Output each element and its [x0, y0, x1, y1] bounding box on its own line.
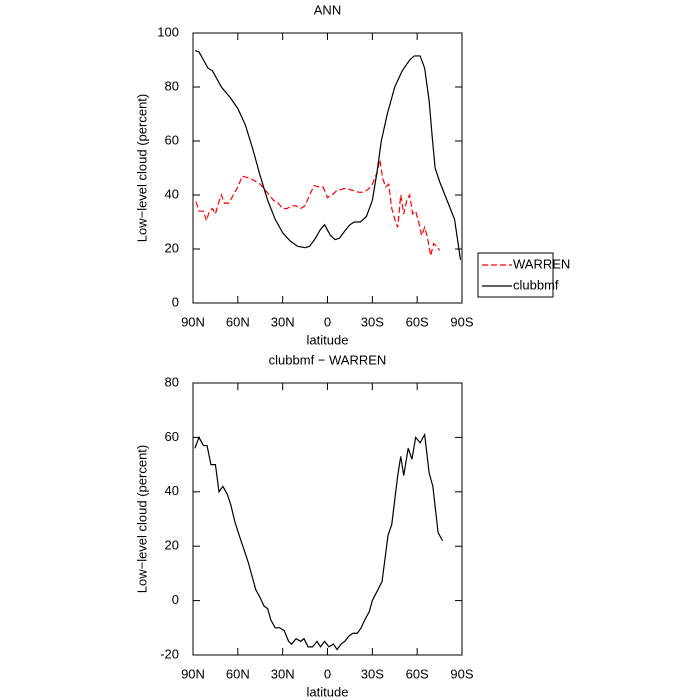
- y-tick-label: 60: [165, 132, 179, 147]
- x-tick-label: 30S: [361, 314, 384, 329]
- data-line: [195, 159, 441, 256]
- plot-frame: [192, 382, 463, 656]
- y-tick-label: 60: [165, 429, 179, 444]
- legend-box: [477, 252, 554, 298]
- x-tick-label: 30N: [271, 314, 295, 329]
- chart-title: ANN: [314, 2, 341, 17]
- y-tick-label: -20: [160, 646, 179, 661]
- x-axis-label: latitude: [307, 332, 349, 347]
- y-tick-label: 0: [172, 592, 179, 607]
- x-tick-label: 60S: [406, 666, 429, 681]
- x-tick-label: 60N: [226, 666, 250, 681]
- x-tick-label: 90N: [181, 666, 205, 681]
- y-tick-label: 100: [157, 24, 179, 39]
- data-line: [194, 432, 444, 651]
- data-line: [195, 49, 462, 260]
- legend-label: clubbmf: [513, 277, 559, 292]
- x-tick-label: 0: [324, 314, 331, 329]
- x-tick-label: 90N: [181, 314, 205, 329]
- x-tick-label: 60S: [406, 314, 429, 329]
- y-axis-label: Low−level cloud (percent): [134, 445, 149, 594]
- y-tick-label: 20: [165, 240, 179, 255]
- y-tick-label: 40: [165, 186, 179, 201]
- legend-label: WARREN: [513, 256, 570, 271]
- x-tick-label: 30S: [361, 666, 384, 681]
- plot-frame: [192, 32, 463, 304]
- x-tick-label: 90S: [450, 666, 473, 681]
- chart-title: clubbmf − WARREN: [269, 352, 387, 367]
- y-tick-label: 80: [165, 78, 179, 93]
- x-tick-label: 30N: [271, 666, 295, 681]
- y-tick-label: 20: [165, 538, 179, 553]
- x-tick-label: 90S: [450, 314, 473, 329]
- x-axis-label: latitude: [307, 684, 349, 699]
- y-tick-label: 0: [172, 294, 179, 309]
- y-axis-label: Low−level cloud (percent): [134, 94, 149, 243]
- y-tick-label: 80: [165, 374, 179, 389]
- x-tick-label: 60N: [226, 314, 250, 329]
- x-tick-label: 0: [324, 666, 331, 681]
- y-tick-label: 40: [165, 483, 179, 498]
